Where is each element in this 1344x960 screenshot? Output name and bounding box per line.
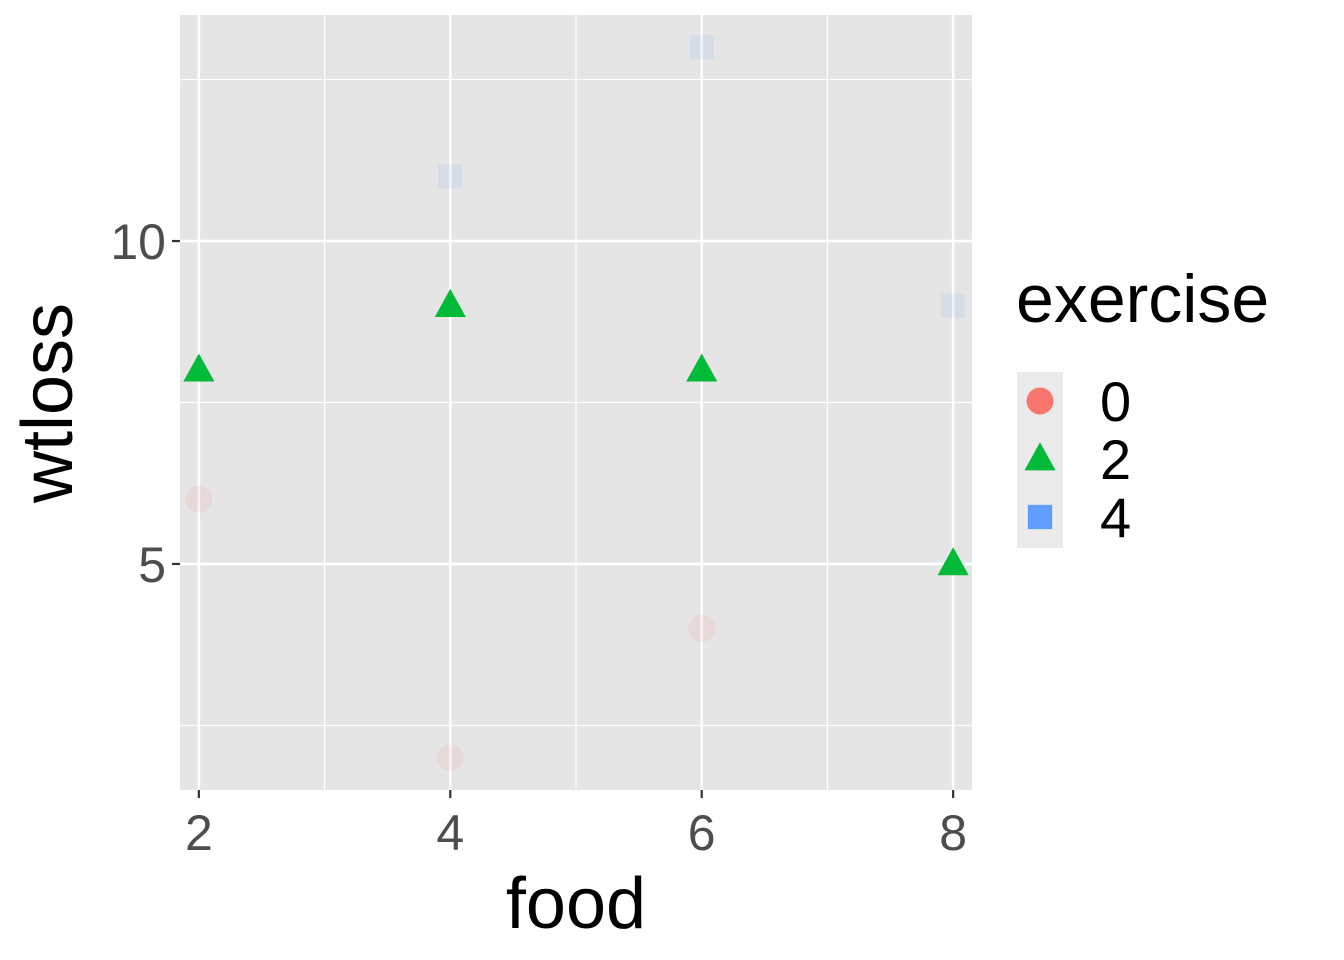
- legend-key-circle: [1026, 387, 1054, 415]
- x-tick-label: 6: [688, 805, 716, 861]
- data-point-square: [940, 293, 966, 318]
- y-axis: 5 10: [110, 214, 180, 593]
- legend-key-square: [1027, 504, 1053, 530]
- data-point-circle: [436, 744, 464, 772]
- legend-key-triangle: [1024, 442, 1056, 471]
- x-axis-title: food: [506, 864, 646, 944]
- y-tick-label: 10: [110, 214, 166, 270]
- x-axis: 2 4 6 8: [185, 790, 967, 861]
- data-points: [183, 35, 969, 772]
- legend-label: 4: [1100, 486, 1131, 549]
- data-point-triangle: [937, 547, 969, 576]
- legend-title: exercise: [1016, 261, 1269, 337]
- minor-gridlines: [180, 15, 972, 790]
- x-tick-label: 2: [185, 805, 213, 861]
- legend-items: 024: [1024, 370, 1131, 549]
- legend: exercise 024: [1016, 261, 1269, 549]
- data-point-triangle: [183, 353, 215, 382]
- data-point-triangle: [434, 288, 466, 317]
- legend-label: 2: [1100, 428, 1131, 491]
- y-tick-label: 5: [138, 537, 166, 593]
- data-point-square: [438, 164, 463, 189]
- major-gridlines: [180, 15, 972, 790]
- data-point-circle: [185, 485, 213, 513]
- data-point-square: [689, 35, 714, 60]
- data-point-circle: [688, 615, 716, 643]
- y-axis-title: wtloss: [8, 303, 88, 504]
- x-tick-label: 4: [436, 805, 464, 861]
- legend-label: 0: [1100, 370, 1131, 433]
- data-point-triangle: [686, 353, 718, 382]
- x-tick-label: 8: [939, 805, 967, 861]
